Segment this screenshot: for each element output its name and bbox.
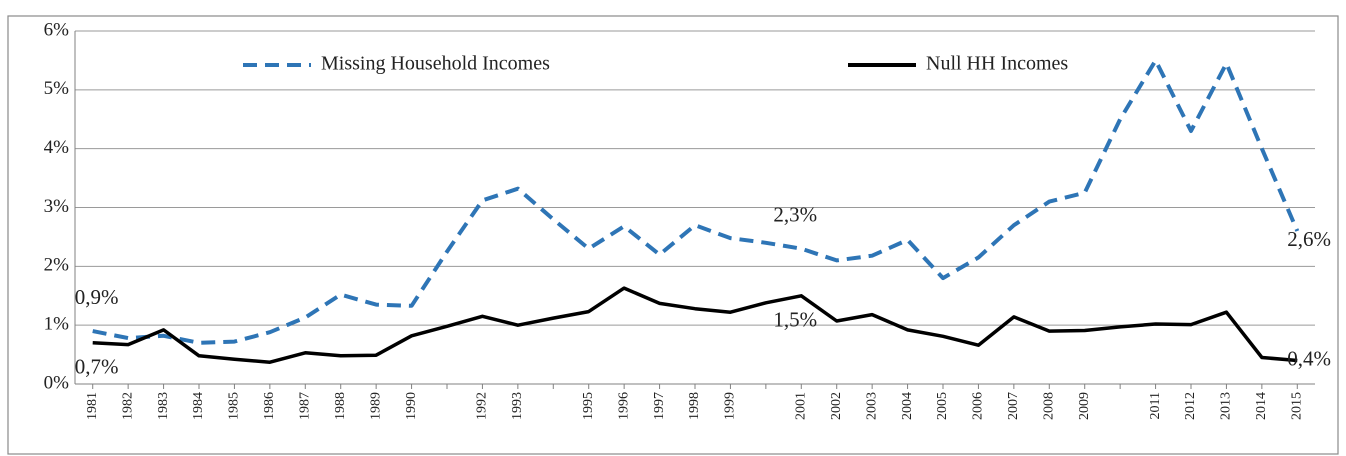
x-tick-label: 1989 [368, 392, 383, 420]
series-line [92, 286, 1298, 364]
series-line [92, 58, 1300, 345]
x-tick-label: 1984 [191, 392, 206, 420]
x-tick-label: 2006 [971, 392, 986, 420]
y-tick-label: 1% [44, 314, 70, 335]
data-label: 0,9% [75, 285, 119, 309]
x-tick-label: 2007 [1006, 392, 1021, 420]
y-tick-label: 2% [44, 255, 70, 276]
x-tick-label: 1982 [120, 392, 135, 420]
x-tick-label: 1992 [475, 392, 490, 420]
x-tick-label: 1983 [156, 392, 171, 420]
chart-frame [7, 15, 1339, 455]
x-tick-label: 2003 [864, 392, 879, 420]
y-tick-label: 0% [44, 372, 70, 393]
x-tick-label: 2013 [1219, 392, 1234, 420]
x-tick-label: 1997 [652, 392, 667, 420]
data-label: 0,7% [75, 355, 119, 379]
x-tick-label: 2009 [1077, 392, 1092, 420]
x-tick-label: 2001 [794, 392, 809, 420]
x-tick-label: 2005 [935, 392, 950, 420]
x-tick-label: 1990 [404, 392, 419, 420]
legend-label: Missing Household Incomes [321, 53, 550, 75]
y-tick-label: 3% [44, 196, 70, 217]
x-tick-label: 2008 [1042, 392, 1057, 420]
x-tick-label: 1996 [616, 392, 631, 420]
data-label: 1,5% [773, 308, 817, 332]
x-tick-label: 2014 [1254, 392, 1269, 420]
y-tick-label: 5% [44, 78, 70, 99]
x-tick-label: 1985 [227, 392, 242, 420]
y-tick-label: 4% [44, 137, 70, 158]
data-label: 2,6% [1287, 227, 1331, 251]
data-label: 0,4% [1287, 346, 1331, 370]
x-tick-label: 2012 [1183, 392, 1198, 420]
x-tick-label: 1995 [581, 392, 596, 420]
x-tick-label: 2004 [900, 392, 915, 420]
y-tick-label: 6% [44, 19, 70, 40]
x-tick-label: 2002 [829, 392, 844, 420]
x-tick-label: 1987 [298, 392, 313, 420]
x-tick-label: 1981 [85, 392, 100, 420]
x-tick-label: 1998 [687, 392, 702, 420]
x-tick-label: 1988 [333, 392, 348, 420]
x-tick-label: 1986 [262, 392, 277, 420]
x-tick-label: 1993 [510, 392, 525, 420]
x-tick-label: 1999 [723, 392, 738, 420]
legend-label: Null HH Incomes [926, 53, 1068, 75]
x-tick-label: 2011 [1148, 392, 1163, 419]
data-label: 2,3% [773, 202, 817, 226]
x-tick-label: 2015 [1290, 392, 1305, 420]
